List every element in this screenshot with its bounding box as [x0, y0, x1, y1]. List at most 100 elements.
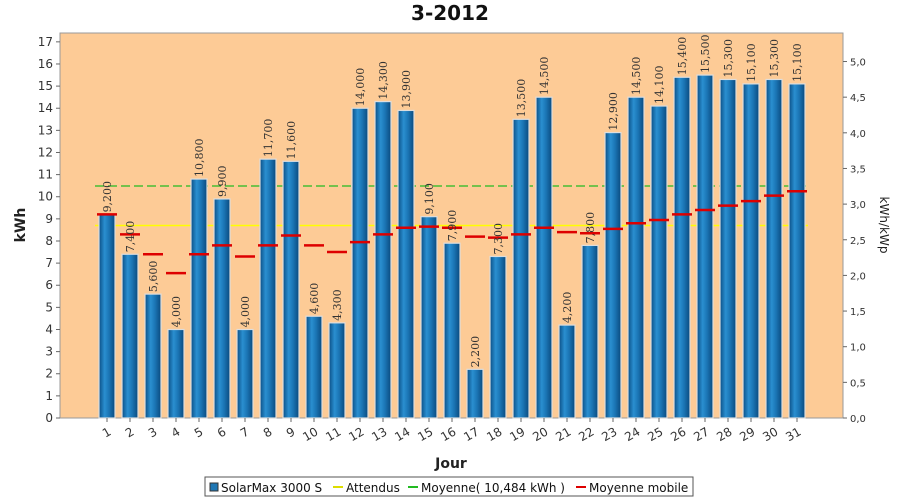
x-tick-label: 12 [346, 424, 366, 444]
bar [558, 324, 576, 419]
y-right-tick-label: 4,5 [850, 93, 866, 104]
y-tick-label: 1 [45, 389, 53, 403]
y-tick-label: 3 [45, 345, 53, 359]
x-tick-label: 2 [123, 424, 137, 440]
data-label: 10,800 [193, 139, 206, 178]
y-right-tick-label: 0,0 [850, 414, 866, 425]
x-tick-label: 30 [760, 424, 780, 444]
x-tick-label: 16 [438, 424, 458, 444]
data-label: 11,700 [262, 119, 275, 158]
data-label: 7,300 [492, 223, 505, 255]
data-label: 7,400 [124, 221, 137, 253]
x-tick-label: 22 [576, 424, 596, 444]
bar [650, 105, 668, 419]
y-tick-label: 17 [38, 35, 53, 49]
y-tick-label: 14 [38, 101, 53, 115]
data-label: 11,600 [285, 121, 298, 160]
data-label: 4,200 [561, 292, 574, 324]
legend-box [204, 476, 694, 497]
x-tick-label: 27 [691, 424, 711, 444]
x-tick-label: 26 [668, 424, 688, 444]
x-tick-label: 10 [300, 424, 320, 444]
x-tick-label: 20 [530, 424, 550, 444]
y-right-tick-label: 5,0 [850, 58, 866, 69]
y-tick-label: 5 [45, 300, 53, 314]
y-tick-label: 4 [45, 322, 53, 336]
x-tick-label: 1 [100, 424, 114, 440]
x-tick-label: 4 [169, 424, 183, 440]
legend-label-moyenne-mobile: Moyenne mobile [589, 481, 688, 495]
legend-label-moyenne: Moyenne( 10,484 kWh ) [421, 481, 565, 495]
x-tick-label: 13 [369, 424, 389, 444]
x-tick-label: 17 [461, 424, 481, 444]
data-label: 14,500 [630, 57, 643, 96]
bar [673, 76, 691, 419]
y-right-tick-label: 2,0 [850, 271, 866, 282]
bar [420, 216, 438, 419]
data-label: 15,400 [676, 37, 689, 76]
data-label: 14,000 [354, 68, 367, 107]
data-label: 15,100 [791, 43, 804, 82]
data-label: 9,100 [423, 183, 436, 215]
legend-label-solarmax: SolarMax 3000 S [221, 481, 322, 495]
bar [259, 158, 277, 419]
data-label: 13,500 [515, 79, 528, 118]
data-label: 15,100 [745, 43, 758, 82]
bar [765, 78, 783, 419]
x-tick-label: 5 [192, 424, 206, 440]
data-label: 4,000 [170, 296, 183, 328]
y-tick-label: 6 [45, 278, 53, 292]
data-label: 4,300 [331, 289, 344, 321]
x-tick-label: 21 [553, 424, 573, 444]
data-label: 7,900 [446, 210, 459, 242]
x-tick-label: 23 [599, 424, 619, 444]
bar [535, 96, 553, 419]
bar [719, 78, 737, 419]
x-tick-label: 28 [714, 424, 734, 444]
bar [397, 109, 415, 419]
data-label: 9,900 [216, 165, 229, 197]
data-label: 4,000 [239, 296, 252, 328]
x-tick-label: 14 [392, 424, 412, 444]
data-label: 14,500 [538, 57, 551, 96]
data-label: 14,100 [653, 66, 666, 105]
y-tick-label: 0 [45, 411, 53, 425]
data-label: 2,200 [469, 336, 482, 368]
bar [328, 322, 346, 419]
bar [466, 368, 484, 419]
x-tick-label: 18 [484, 424, 504, 444]
data-label: 5,600 [147, 261, 160, 293]
bar [98, 213, 116, 419]
x-tick-label: 9 [284, 424, 298, 440]
y-tick-label: 15 [38, 79, 53, 93]
y-tick-label: 16 [38, 57, 53, 71]
legend-label-attendus: Attendus [346, 481, 400, 495]
bar [627, 96, 645, 419]
y-right-tick-label: 3,0 [850, 200, 866, 211]
data-label: 9,200 [101, 181, 114, 213]
x-tick-label: 7 [238, 424, 252, 440]
data-label: 15,500 [699, 35, 712, 74]
data-label: 12,900 [607, 92, 620, 131]
bar [443, 242, 461, 419]
y-tick-label: 9 [45, 212, 53, 226]
x-tick-label: 8 [261, 424, 275, 440]
x-tick-label: 11 [323, 424, 343, 444]
y-right-tick-label: 2,5 [850, 236, 866, 247]
chart-title: 3-2012 [411, 1, 489, 25]
y-axis-title: kWh [13, 208, 29, 243]
x-tick-label: 25 [645, 424, 665, 444]
bar [190, 178, 208, 419]
bar [788, 83, 806, 419]
bar [121, 253, 139, 419]
y-tick-label: 10 [38, 190, 53, 204]
y-tick-label: 11 [38, 168, 53, 182]
bar [351, 107, 369, 419]
bar [581, 244, 599, 419]
bar [512, 118, 530, 419]
bar [374, 100, 392, 419]
bar [167, 328, 185, 419]
data-label: 14,300 [377, 61, 390, 100]
y-right-tick-label: 3,5 [850, 164, 866, 175]
